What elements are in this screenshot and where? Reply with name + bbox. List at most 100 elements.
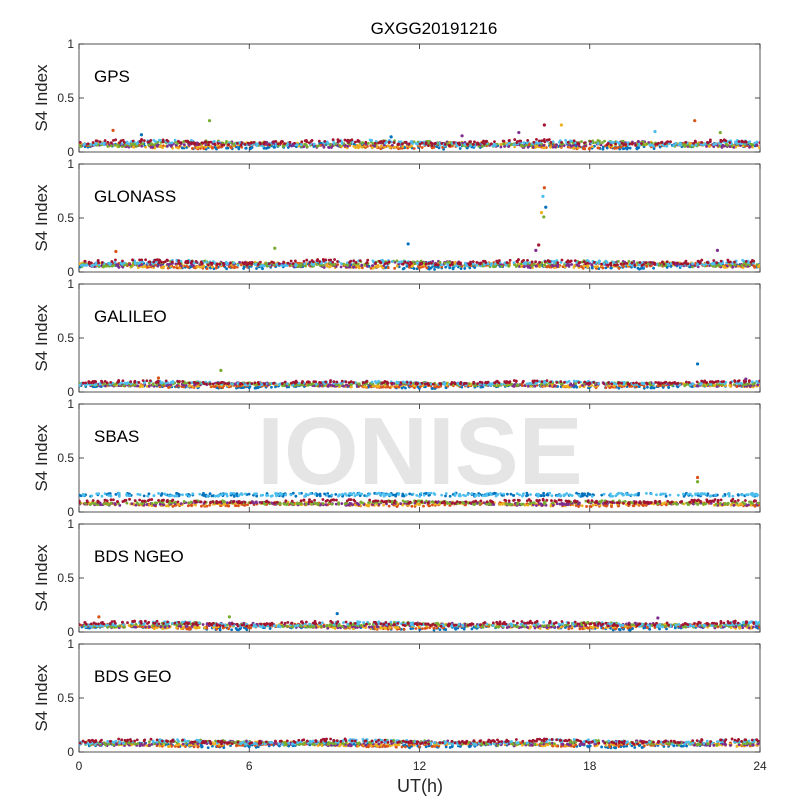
data-point xyxy=(493,140,496,144)
data-point xyxy=(543,263,547,267)
data-point xyxy=(502,139,506,143)
data-point xyxy=(175,384,179,387)
data-point xyxy=(128,263,132,266)
data-point xyxy=(138,261,141,265)
data-point xyxy=(429,141,433,145)
data-point xyxy=(570,144,573,148)
data-point xyxy=(395,259,399,263)
data-point xyxy=(554,145,557,149)
data-point xyxy=(524,262,528,266)
data-point xyxy=(427,261,431,265)
data-point xyxy=(292,380,295,384)
data-point xyxy=(484,261,488,264)
data-point xyxy=(225,382,229,386)
data-point xyxy=(715,385,719,388)
data-point xyxy=(147,143,151,147)
data-point xyxy=(733,263,737,267)
data-point xyxy=(672,144,676,147)
data-point xyxy=(646,385,649,389)
data-point xyxy=(393,385,397,389)
data-point xyxy=(330,263,334,267)
data-point xyxy=(213,143,217,147)
data-point xyxy=(534,264,538,268)
data-point xyxy=(390,381,394,385)
data-point-spike xyxy=(389,135,393,139)
data-point xyxy=(205,267,209,271)
data-point xyxy=(458,143,461,147)
data-point-spike xyxy=(156,376,161,380)
data-point xyxy=(645,382,649,386)
data-point xyxy=(512,261,516,265)
data-point xyxy=(652,266,655,270)
data-point xyxy=(106,140,110,144)
y-tick-label: 0 xyxy=(67,265,74,279)
data-point xyxy=(131,139,135,143)
data-point xyxy=(677,143,681,147)
data-point xyxy=(360,263,364,267)
data-point xyxy=(401,262,405,266)
data-point xyxy=(250,382,254,385)
data-point xyxy=(156,380,160,384)
data-point xyxy=(164,379,168,383)
data-point xyxy=(379,261,382,265)
data-point xyxy=(443,142,447,146)
data-point xyxy=(588,381,592,385)
data-point xyxy=(393,266,397,270)
data-point xyxy=(536,141,540,145)
data-point xyxy=(622,143,626,147)
data-point xyxy=(469,144,472,148)
data-point xyxy=(737,379,741,383)
data-point xyxy=(463,143,467,146)
data-point xyxy=(137,381,141,384)
data-point xyxy=(729,381,732,384)
data-point xyxy=(604,386,608,390)
data-point xyxy=(596,139,600,142)
data-point xyxy=(286,261,290,265)
data-point xyxy=(601,147,605,151)
data-point xyxy=(418,142,422,146)
data-point xyxy=(714,142,718,146)
data-point xyxy=(504,263,508,267)
data-point xyxy=(750,143,754,147)
data-point xyxy=(315,144,319,148)
data-point xyxy=(548,384,552,388)
data-point xyxy=(114,258,117,262)
data-point xyxy=(308,260,312,264)
data-point xyxy=(630,261,634,265)
data-point xyxy=(535,379,539,383)
data-point xyxy=(244,146,248,150)
data-point xyxy=(642,384,646,388)
data-point xyxy=(722,266,726,269)
data-point-spike xyxy=(114,249,118,254)
data-point xyxy=(567,264,571,268)
data-point xyxy=(330,146,333,149)
data-point xyxy=(235,141,239,145)
data-point xyxy=(79,145,83,148)
data-point xyxy=(239,143,243,147)
data-point xyxy=(642,382,646,385)
data-point xyxy=(388,140,391,144)
data-point xyxy=(102,265,105,269)
data-point xyxy=(426,144,430,148)
data-point xyxy=(241,261,245,265)
data-point xyxy=(594,141,598,145)
data-point xyxy=(542,144,546,147)
data-point xyxy=(605,143,609,147)
data-point xyxy=(471,260,475,264)
data-point xyxy=(515,383,519,387)
y-tick-label: 1 xyxy=(67,397,74,411)
data-point xyxy=(476,382,479,386)
data-point xyxy=(385,140,388,144)
data-point xyxy=(390,384,394,388)
data-point xyxy=(193,142,196,146)
data-point xyxy=(413,262,417,266)
data-point xyxy=(369,266,373,270)
data-point xyxy=(161,140,165,144)
data-point xyxy=(386,384,390,388)
series-points xyxy=(79,362,760,390)
data-point xyxy=(678,141,682,145)
data-point xyxy=(540,382,544,386)
data-point xyxy=(728,141,732,144)
data-point xyxy=(102,143,106,147)
data-point xyxy=(502,142,506,146)
